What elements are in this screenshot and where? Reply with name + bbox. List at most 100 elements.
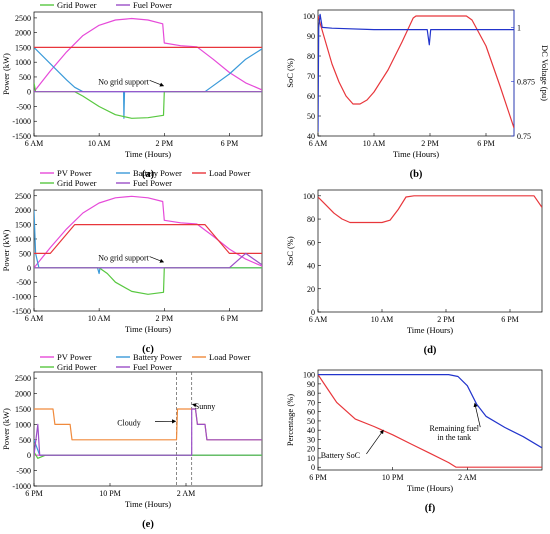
x-tick-label: 2 AM — [458, 473, 476, 482]
y-tick-label: 60 — [307, 408, 315, 417]
y-tick-label: 0 — [27, 88, 31, 97]
y-tick-label: -1000 — [12, 117, 31, 126]
series-group — [318, 13, 514, 132]
x-tick-label: 10 AM — [371, 315, 393, 324]
y-tick-label: 2000 — [15, 206, 31, 215]
y2-tick-label: 1 — [517, 23, 521, 32]
x-tick-label: 10 PM — [99, 489, 121, 498]
series-group — [34, 408, 262, 459]
y-tick-label: -1000 — [12, 293, 31, 302]
x-tick-label: 2 PM — [437, 315, 455, 324]
series-line-grid — [34, 267, 262, 295]
series-line-pv — [34, 195, 262, 269]
x-tick-label: 10 AM — [363, 139, 385, 148]
series-line-fuel — [34, 408, 262, 456]
y-axis-label: SoC (%) — [285, 236, 295, 266]
panel-e: -1000 -500 0 500 1000 1500 2000 2500 6 PM 10 PM 2 … — [1, 352, 263, 530]
y-tick-label: 500 — [19, 73, 31, 82]
y-tick-label: -1000 — [12, 482, 31, 491]
series-line-soc — [318, 374, 542, 468]
y-tick-label: 100 — [303, 192, 315, 201]
legend-label-pv: PV Power — [57, 352, 92, 362]
y-tick-label: 2500 — [15, 192, 31, 201]
y-tick-label: 90 — [307, 380, 315, 389]
x-tick-label: 10 AM — [88, 314, 110, 323]
annotation-text: No grid support — [98, 254, 149, 263]
x-tick-label: 2 PM — [156, 314, 174, 323]
annotation-arrow — [473, 402, 481, 428]
y-axis-label: Power (kW) — [1, 229, 11, 271]
y-tick-label: -1500 — [12, 132, 31, 141]
y-tick-label: 0 — [27, 451, 31, 460]
y-tick-label: 30 — [307, 435, 315, 444]
y-tick-label: 500 — [19, 249, 31, 258]
legend-label-fuel: Fuel Power — [133, 178, 172, 188]
x-tick-label: 6 AM — [25, 314, 43, 323]
legend-label-load: Load Power — [209, 352, 250, 362]
series-group — [34, 17, 262, 119]
y-tick-label: 100 — [303, 12, 315, 21]
series-line-pv — [34, 17, 262, 93]
y-tick-label: 0 — [311, 463, 315, 472]
plot-area — [33, 189, 263, 312]
x-axis-label: Time (Hours) — [407, 483, 453, 493]
y-tick-label: 80 — [307, 389, 315, 398]
x-tick-label: 6 AM — [309, 139, 327, 148]
x-axis-label: Time (Hours) — [125, 149, 171, 159]
plot-area — [317, 9, 515, 137]
series-group — [34, 195, 262, 295]
x-tick-label: 2 AM — [177, 489, 195, 498]
panel-label: (e) — [142, 519, 154, 530]
x-tick-label: 6 PM — [25, 489, 43, 498]
series-line-battery — [34, 46, 262, 119]
y-tick-label: 1500 — [15, 221, 31, 230]
y-tick-label: 20 — [307, 285, 315, 294]
x-tick-label: 2 PM — [421, 139, 439, 148]
y-tick-label: 0 — [311, 308, 315, 317]
y-tick-label: 500 — [19, 436, 31, 445]
x-tick-label: 2 PM — [156, 139, 174, 148]
panel-b: 40 50 60 70 80 90 100 6 AM 10 AM 2 PM 6 PM 0.75 0.87… — [285, 9, 550, 180]
y-tick-label: 0 — [27, 264, 31, 273]
legend-label-fuel: Fuel Power — [133, 0, 172, 10]
x-tick-label: 6 AM — [309, 315, 327, 324]
y-tick-label: 20 — [307, 445, 315, 454]
annotation-arrow — [149, 80, 165, 87]
legend-label-battery: Battery Power — [133, 168, 182, 178]
series-group — [318, 195, 542, 224]
y-tick-label: 70 — [307, 398, 315, 407]
y-tick-label: 10 — [307, 454, 315, 463]
y-tick-label: -500 — [16, 467, 31, 476]
x-tick-label: 10 AM — [88, 139, 110, 148]
x-tick-label: 6 PM — [501, 315, 519, 324]
y-tick-label: 40 — [307, 426, 315, 435]
y-tick-label: 2500 — [15, 374, 31, 383]
legend-label-load: Load Power — [209, 168, 250, 178]
x-tick-label: 6 PM — [221, 314, 239, 323]
y-axis-label: Power (kW) — [1, 53, 11, 95]
panel-label: (f) — [425, 503, 436, 514]
y-tick-label: 70 — [307, 72, 315, 81]
y-axis-label: Power (kW) — [1, 408, 11, 450]
x-axis-label: Time (Hours) — [125, 499, 171, 509]
x-tick-label: 6 AM — [25, 139, 43, 148]
y-tick-label: 1000 — [15, 420, 31, 429]
x-tick-label: 6 PM — [309, 473, 327, 482]
legend: PV Power Battery Power Load Power Grid Powe… — [40, 352, 250, 372]
y-tick-label: -1500 — [12, 307, 31, 316]
y-tick-label: -500 — [16, 278, 31, 287]
plot-area — [33, 371, 263, 487]
annotation-arrow — [191, 403, 197, 408]
legend-label-fuel: Fuel Power — [133, 362, 172, 372]
y-axis-label: Percentage (%) — [285, 394, 295, 446]
panel-label: (b) — [410, 169, 423, 180]
y-tick-label: 80 — [307, 215, 315, 224]
panel-label: (d) — [424, 345, 437, 356]
y-tick-label: -500 — [16, 102, 31, 111]
y2-tick-label: 0.875 — [517, 78, 535, 87]
x-axis-label: Time (Hours) — [393, 149, 439, 159]
annotation-text: Cloudy — [117, 419, 141, 428]
panel-label: (c) — [142, 344, 154, 355]
